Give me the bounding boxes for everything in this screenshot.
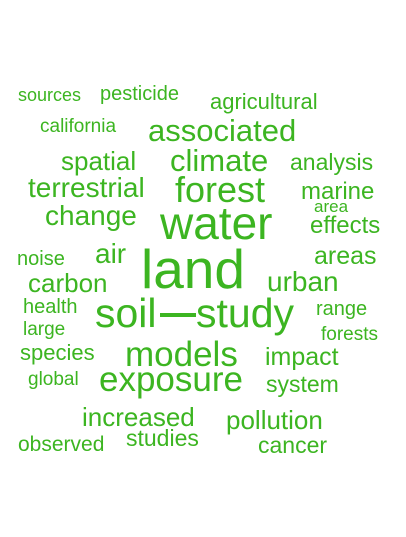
word-models: models — [125, 335, 238, 374]
word-spatial: spatial — [61, 146, 137, 176]
word-area: area — [314, 197, 349, 216]
word-global: global — [28, 369, 79, 390]
word-urban: urban — [267, 266, 339, 297]
word-study: study — [196, 290, 294, 336]
word-terrestrial: terrestrial — [28, 172, 145, 203]
word-marine: marine — [301, 178, 375, 205]
word-large: large — [23, 319, 66, 340]
word-observed: observed — [18, 433, 105, 456]
word-areas: areas — [314, 242, 377, 270]
word-associated: associated — [148, 113, 297, 148]
word-change: change — [45, 200, 137, 231]
word-sources: sources — [18, 85, 82, 105]
word-carbon: carbon — [28, 268, 108, 298]
word-exposure: exposure — [99, 360, 243, 399]
word-forests: forests — [321, 324, 379, 345]
word-studies: studies — [126, 425, 199, 451]
word-species: species — [20, 340, 95, 365]
word-impact: impact — [265, 343, 339, 371]
word-cancer: cancer — [258, 432, 328, 458]
word-increased: increased — [82, 402, 195, 432]
word-range: range — [316, 298, 368, 320]
word-system: system — [266, 371, 339, 397]
word-climate: climate — [170, 143, 269, 178]
word-pesticide: pesticide — [100, 83, 179, 105]
dash-line — [160, 313, 196, 317]
word-health: health — [23, 296, 78, 318]
word-forest: forest — [175, 169, 266, 210]
word-land: land — [141, 238, 245, 300]
word-air: air — [95, 238, 127, 269]
word-soil: soil — [95, 290, 157, 336]
word-pollution: pollution — [226, 405, 323, 435]
word-effects: effects — [310, 212, 381, 239]
word-water: water — [160, 197, 273, 249]
word-agricultural: agricultural — [210, 89, 318, 114]
word-noise: noise — [17, 248, 65, 270]
word-analysis: analysis — [290, 149, 374, 175]
word-california: california — [40, 116, 117, 137]
